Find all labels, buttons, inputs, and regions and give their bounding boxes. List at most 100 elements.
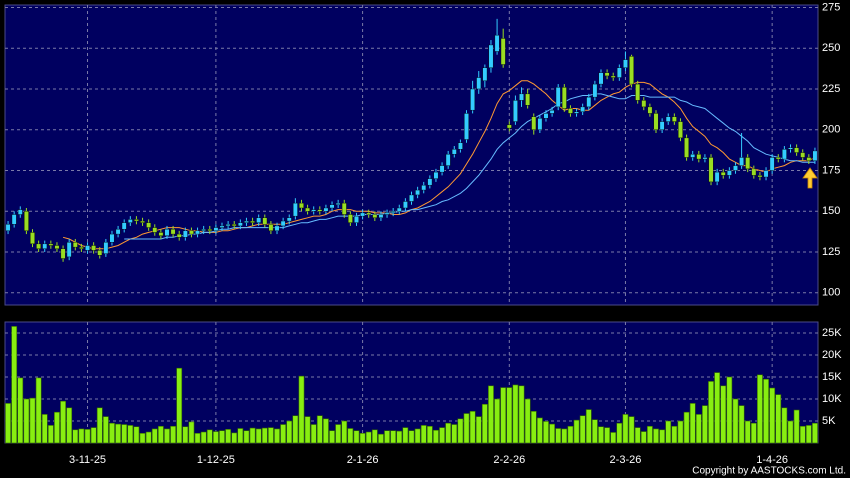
- volume-bar: [457, 418, 464, 444]
- volume-bar: [702, 405, 708, 444]
- candle-body: [134, 219, 139, 222]
- candle-body: [458, 142, 463, 150]
- candle-body: [635, 83, 641, 101]
- candle-body: [684, 137, 689, 158]
- volume-bar: [47, 425, 54, 444]
- volume-bar: [671, 425, 678, 444]
- volume-bar: [738, 405, 745, 444]
- candle-body: [696, 153, 702, 160]
- volume-bar: [5, 403, 11, 444]
- candle-body: [201, 228, 207, 232]
- volume-bar: [23, 398, 30, 444]
- volume-bar: [451, 424, 458, 444]
- candle-body: [402, 201, 408, 209]
- volume-bar: [396, 430, 403, 444]
- candle-body: [23, 211, 29, 232]
- candle-body: [629, 56, 634, 85]
- candle-body: [360, 212, 365, 217]
- candle-body: [384, 212, 390, 215]
- volume-bar: [371, 429, 378, 444]
- candle-body: [250, 220, 255, 223]
- volume-bar: [298, 375, 305, 444]
- volume-bar: [445, 422, 452, 444]
- candle-body: [311, 209, 317, 212]
- volume-bar: [268, 427, 274, 444]
- candle-body: [513, 100, 518, 122]
- volume-bar: [17, 377, 24, 444]
- x-tick-label: 1-12-25: [197, 454, 235, 466]
- volume-bar: [121, 424, 128, 444]
- candle-body: [708, 157, 714, 183]
- volume-bar: [775, 394, 782, 444]
- volume-bar: [426, 425, 433, 444]
- candle-body: [54, 245, 60, 249]
- volume-bar: [787, 420, 794, 444]
- candle-body: [574, 111, 579, 114]
- candle-body: [231, 224, 237, 227]
- volume-bar: [390, 430, 397, 444]
- candle-body: [164, 228, 170, 236]
- volume-bar: [133, 426, 140, 444]
- volume-bar: [164, 428, 170, 444]
- volume-bar: [481, 403, 488, 444]
- volume-bar: [151, 428, 158, 444]
- candle-body: [720, 171, 726, 176]
- volume-bar: [170, 425, 177, 444]
- candle-body: [207, 228, 213, 232]
- candle-body: [537, 118, 543, 130]
- candle-body: [366, 212, 372, 215]
- candle-body: [372, 214, 378, 218]
- candle-body: [470, 88, 476, 111]
- volume-bar: [280, 424, 287, 444]
- volume-bar: [653, 428, 659, 444]
- candle-body: [378, 214, 384, 218]
- y-tick-label: 20K: [822, 349, 842, 361]
- volume-bar: [518, 385, 525, 444]
- volume-bar: [115, 423, 121, 444]
- volume-bar: [579, 415, 586, 444]
- candle-body: [176, 233, 182, 238]
- y-tick-label: 250: [822, 42, 840, 54]
- candle-body: [262, 217, 268, 225]
- volume-bar: [145, 431, 152, 444]
- candle-body: [121, 222, 127, 230]
- candle-body: [500, 38, 506, 65]
- volume-bar: [90, 427, 97, 444]
- volume-bar: [378, 433, 384, 444]
- candle-body: [244, 220, 249, 223]
- volume-bar: [665, 420, 672, 444]
- volume-bar: [634, 427, 641, 444]
- candle-body: [421, 184, 427, 191]
- volume-bar: [243, 430, 250, 444]
- candle-body: [341, 202, 347, 215]
- volume-bar: [212, 431, 219, 444]
- volume-bar: [488, 385, 494, 444]
- candle-body: [317, 209, 323, 212]
- candle-body: [702, 157, 708, 160]
- y-tick-label: 225: [822, 83, 840, 95]
- volume-bar: [543, 421, 549, 444]
- candle-body: [48, 243, 54, 246]
- candle-body: [561, 87, 567, 109]
- x-tick-label: 3-11-25: [69, 454, 106, 466]
- arrow-marker: [802, 167, 818, 189]
- candle-body: [390, 211, 396, 214]
- volume-bar: [585, 409, 592, 444]
- candle-body: [127, 219, 133, 223]
- y-tick-label: 175: [822, 164, 840, 176]
- candle-body: [140, 220, 145, 223]
- candle-body: [641, 100, 647, 108]
- volume-bar: [793, 409, 800, 444]
- volume-bar: [11, 326, 18, 444]
- candle-body: [726, 170, 732, 176]
- volume-bar: [549, 423, 555, 444]
- volume-bar: [96, 407, 103, 444]
- candle-body: [769, 157, 775, 171]
- candle-body: [274, 225, 280, 232]
- volume-bar: [530, 411, 537, 444]
- candle-body: [616, 67, 622, 78]
- candle-body: [158, 232, 164, 236]
- volume-bar: [744, 420, 751, 444]
- price-panel: [4, 4, 819, 306]
